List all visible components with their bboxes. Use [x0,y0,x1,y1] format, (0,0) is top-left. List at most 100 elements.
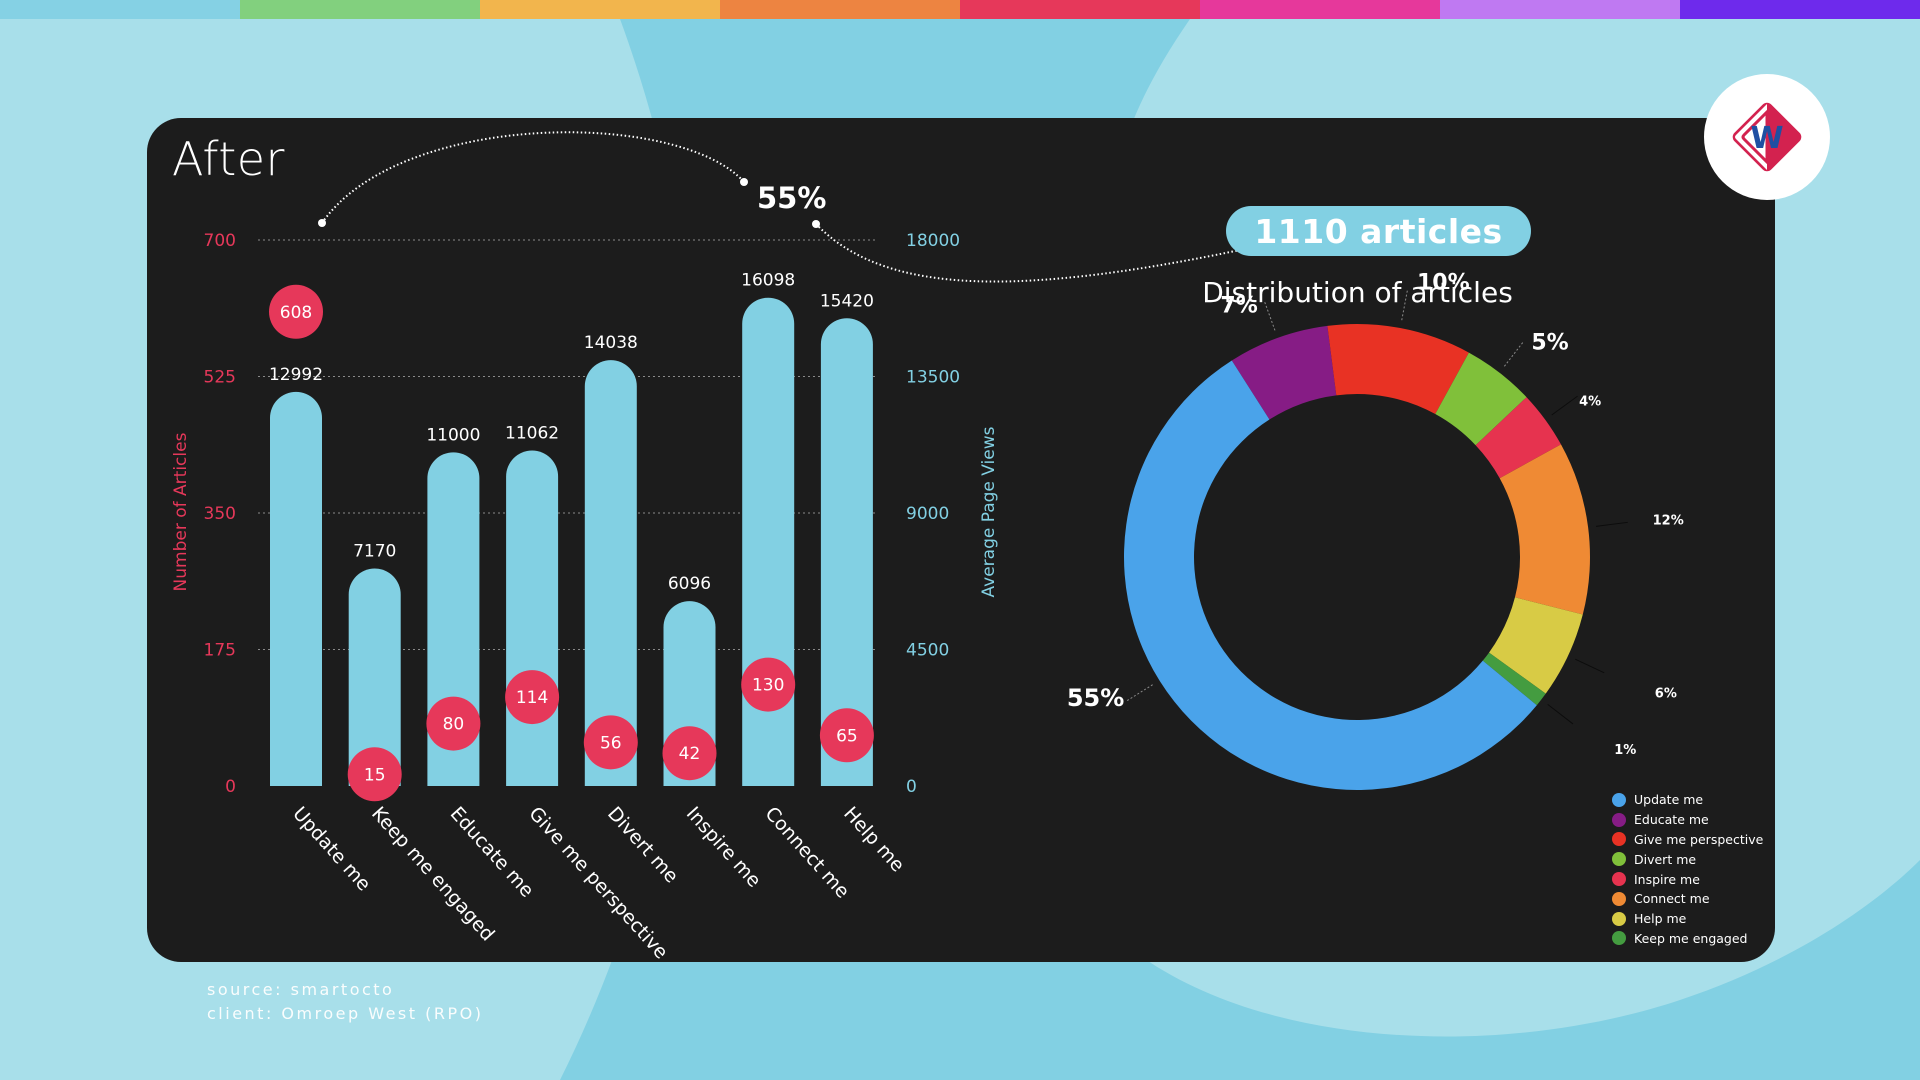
legend-label: Educate me [1634,812,1709,828]
donut-leader-line [1595,521,1628,527]
x-tick-label: Give me perspective [524,803,672,964]
legend-item: Divert me [1612,849,1763,869]
x-tick-label: Inspire me [682,803,765,892]
legend-color-swatch [1612,931,1626,946]
donut-percentage-label: 10% [1417,271,1470,296]
article-count-label: 56 [600,733,622,753]
legend-item: Connect me [1612,889,1763,909]
article-count-label: 15 [364,765,386,785]
chart-card [147,118,1775,962]
legend-item: Inspire me [1612,869,1763,889]
connector-dot [812,220,820,228]
legend-label: Update me [1634,792,1704,808]
y-right-tick-label: 4500 [906,641,949,661]
legend-label: Give me perspective [1634,831,1764,847]
legend-item: Educate me [1612,810,1763,830]
connector-curve-left [321,131,745,224]
legend-item: Give me perspective [1612,830,1763,850]
color-stripe [0,0,1920,19]
bar-page-views [742,297,795,786]
bar-page-views [270,391,322,786]
stripe-segment [960,0,1200,19]
stripe-segment [720,0,960,19]
article-count-label: 80 [443,715,465,735]
article-count-label: 42 [679,744,701,764]
stripe-segment [1680,0,1920,19]
donut-slice [1482,652,1546,706]
bar-page-views [348,568,401,786]
legend-color-swatch [1612,792,1626,807]
source-text: source: smartocto [207,980,395,999]
donut-percentage-label: 5% [1531,330,1568,355]
stripe-segment [1200,0,1440,19]
donut-legend: Update me Educate me Give me perspective Di… [1612,790,1763,948]
donut-chart [1124,324,1590,790]
legend-label: Inspire me [1634,871,1700,887]
bar-value-label: 15420 [820,291,874,311]
legend-label: Connect me [1634,891,1710,907]
bar-value-label: 12992 [269,365,323,385]
donut-leader-line [1401,288,1409,321]
legend-label: Divert me [1634,851,1697,867]
y-left-tick-label: 525 [204,368,236,388]
donut-slice [1327,324,1469,415]
connector-dot [740,178,748,186]
stripe-segment [240,0,480,19]
x-tick-label: Update me [288,803,375,896]
legend-color-swatch [1612,891,1626,906]
legend-item: Keep me engaged [1612,929,1763,949]
article-count-label: 114 [516,688,548,708]
article-count-bubble [583,715,638,770]
connector-curve-right [815,223,1241,283]
donut-labels: 7% 10% 5% 4% 12% 6% 1% 55% [1067,271,1684,759]
y-left-tick-label: 350 [204,504,236,524]
donut-leader-line [1547,703,1574,725]
y-right-tick-label: 13500 [906,368,960,388]
legend-color-swatch [1612,852,1626,867]
total-articles-label: 1110 articles [1254,211,1503,251]
x-tick-label: Divert me [603,803,682,888]
bar-value-label: 6096 [668,574,711,594]
background-band-bottom-right [1120,860,1920,1080]
y-left-axis-title: Number of Articles [171,432,191,591]
x-tick-label: Help me [839,803,909,877]
donut-slice [1435,352,1527,446]
distribution-title: Distribution of articles [1202,276,1513,309]
donut-slice [1124,360,1537,790]
bar-value-label: 11000 [426,425,480,445]
article-count-bubble [347,747,402,802]
logo: W [1704,74,1830,200]
y-right-tick-label: 0 [906,777,917,797]
stripe-segment [1440,0,1680,19]
connector-percentage: 55% [757,181,827,215]
article-count-bubble [741,657,796,712]
article-count-label: 608 [280,303,312,323]
legend-item: Help me [1612,909,1763,929]
bar-page-views [506,450,559,786]
bar-value-label: 14038 [584,333,638,353]
donut-slice [1499,444,1590,615]
legend-label: Keep me engaged [1634,930,1748,946]
y-right-tick-label: 18000 [906,231,960,251]
connector-curves [318,131,1241,283]
donut-leader-line [1503,340,1525,367]
donut-percentage-label: 12% [1653,514,1684,529]
bar-value-label: 16098 [741,271,795,291]
total-articles-badge: 1110 articles [1226,206,1531,256]
omroep-west-logo-icon: W [1732,102,1802,172]
y-right-tick-label: 9000 [906,504,949,524]
donut-slice [1231,325,1337,420]
bar-value-label: 11062 [505,423,559,443]
donut-percentage-label: 1% [1614,743,1636,758]
article-count-bubble [662,726,717,781]
footer-credits: source: smartocto client: Omroep West (R… [207,978,483,1026]
article-count-label: 65 [836,726,858,746]
logo-letter: W [1750,121,1783,156]
article-count-bubble [505,670,560,725]
article-count-bubble [426,696,481,751]
bar-page-views [584,360,637,786]
legend-color-swatch [1612,812,1626,827]
donut-percentage-label: 7% [1220,294,1257,319]
